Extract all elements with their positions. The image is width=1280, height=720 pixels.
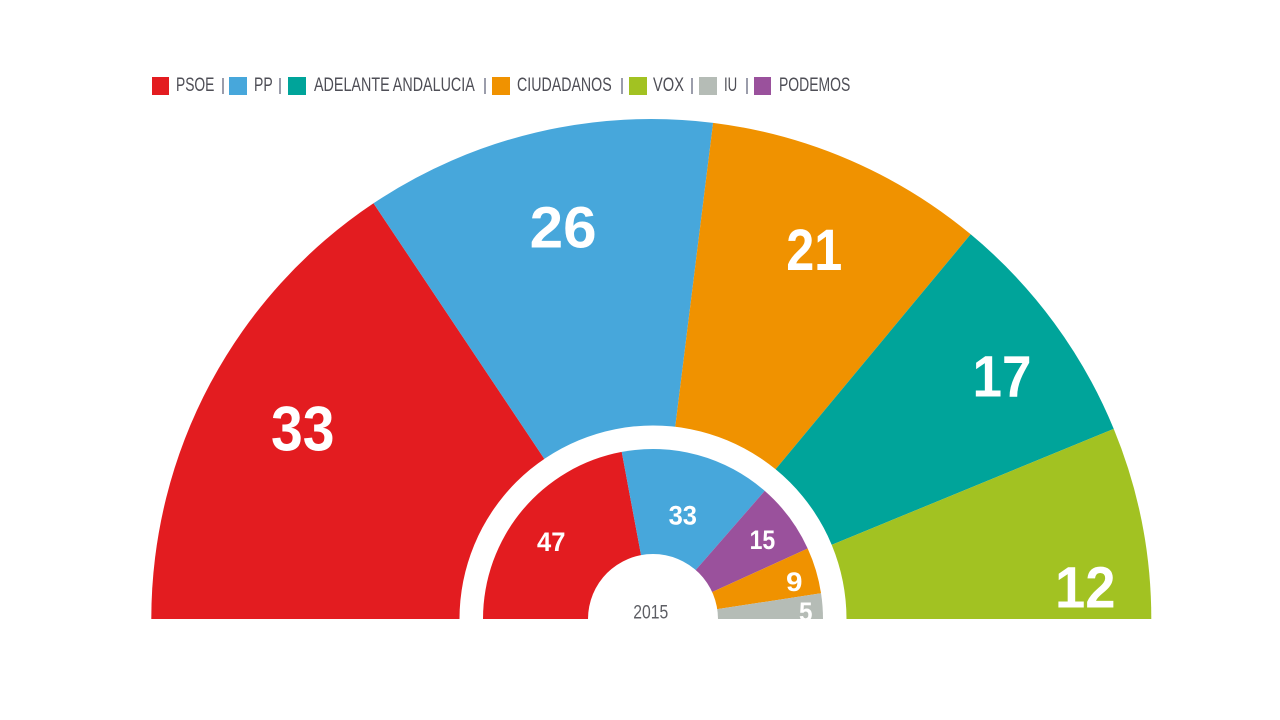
svg-text:12: 12 [1055,555,1116,620]
svg-text:33: 33 [669,501,697,531]
svg-text:9: 9 [786,567,803,597]
svg-text:21: 21 [786,218,842,283]
svg-text:15: 15 [750,525,776,555]
svg-text:17: 17 [973,345,1032,410]
svg-text:2015: 2015 [633,601,668,623]
svg-text:26: 26 [530,196,597,261]
svg-text:5: 5 [799,597,813,627]
svg-text:33: 33 [271,394,335,464]
svg-text:47: 47 [537,527,565,557]
